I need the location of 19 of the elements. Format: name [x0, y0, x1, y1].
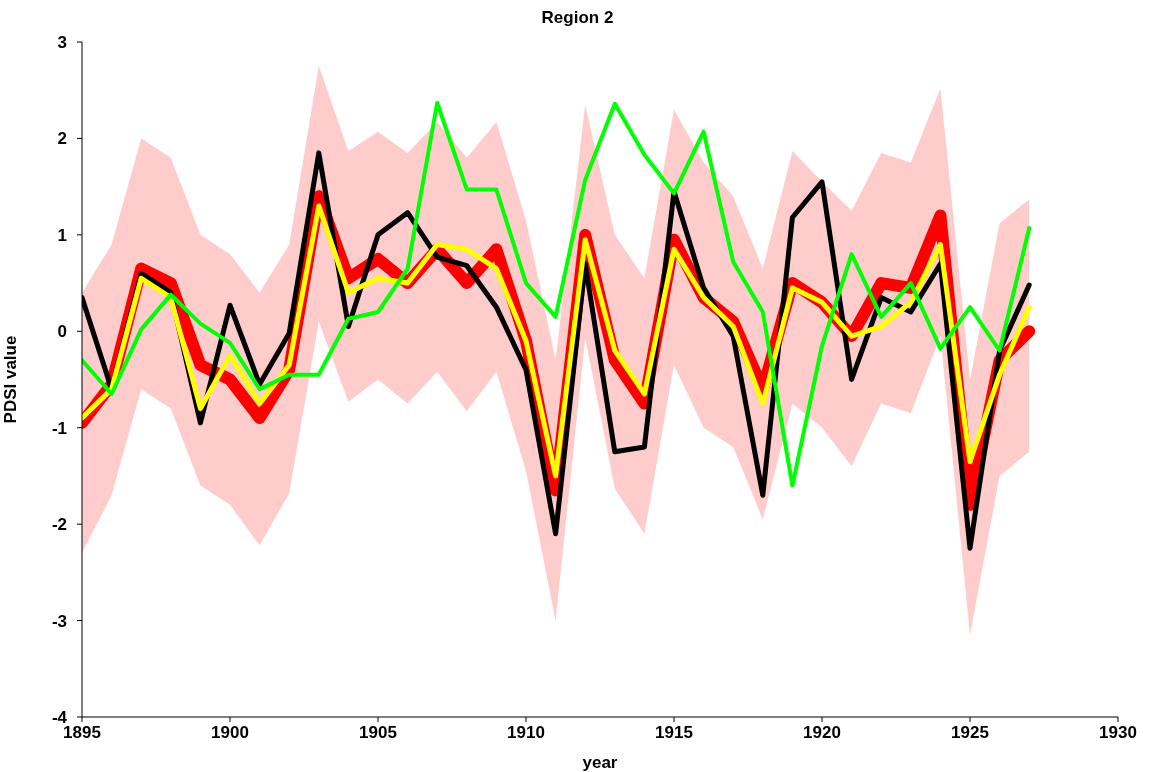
y-tick-label: 0 [57, 322, 67, 342]
chart-title: Region 2 [540, 8, 615, 28]
y-tick-label: -1 [51, 418, 67, 438]
line-series [82, 100, 1032, 488]
y-axis-title: PDSI value [1, 335, 21, 424]
y-tick-label: 3 [57, 33, 67, 53]
x-axis-title: year [582, 753, 618, 772]
y-tick-label: 1 [57, 225, 67, 245]
x-tick-label: 1915 [655, 723, 693, 743]
x-tick-label: 1925 [951, 723, 989, 743]
y-tick-label: 2 [57, 129, 67, 149]
x-tick-label: 1900 [211, 723, 249, 743]
x-tick-label: 1920 [803, 723, 841, 743]
x-tick-label: 1905 [359, 723, 397, 743]
x-tick-label: 1930 [1099, 723, 1137, 743]
y-tick-label: -2 [51, 515, 67, 535]
x-tick-label: 1895 [63, 723, 101, 743]
y-tick-label: -3 [51, 611, 67, 631]
x-tick-label: 1910 [507, 723, 545, 743]
